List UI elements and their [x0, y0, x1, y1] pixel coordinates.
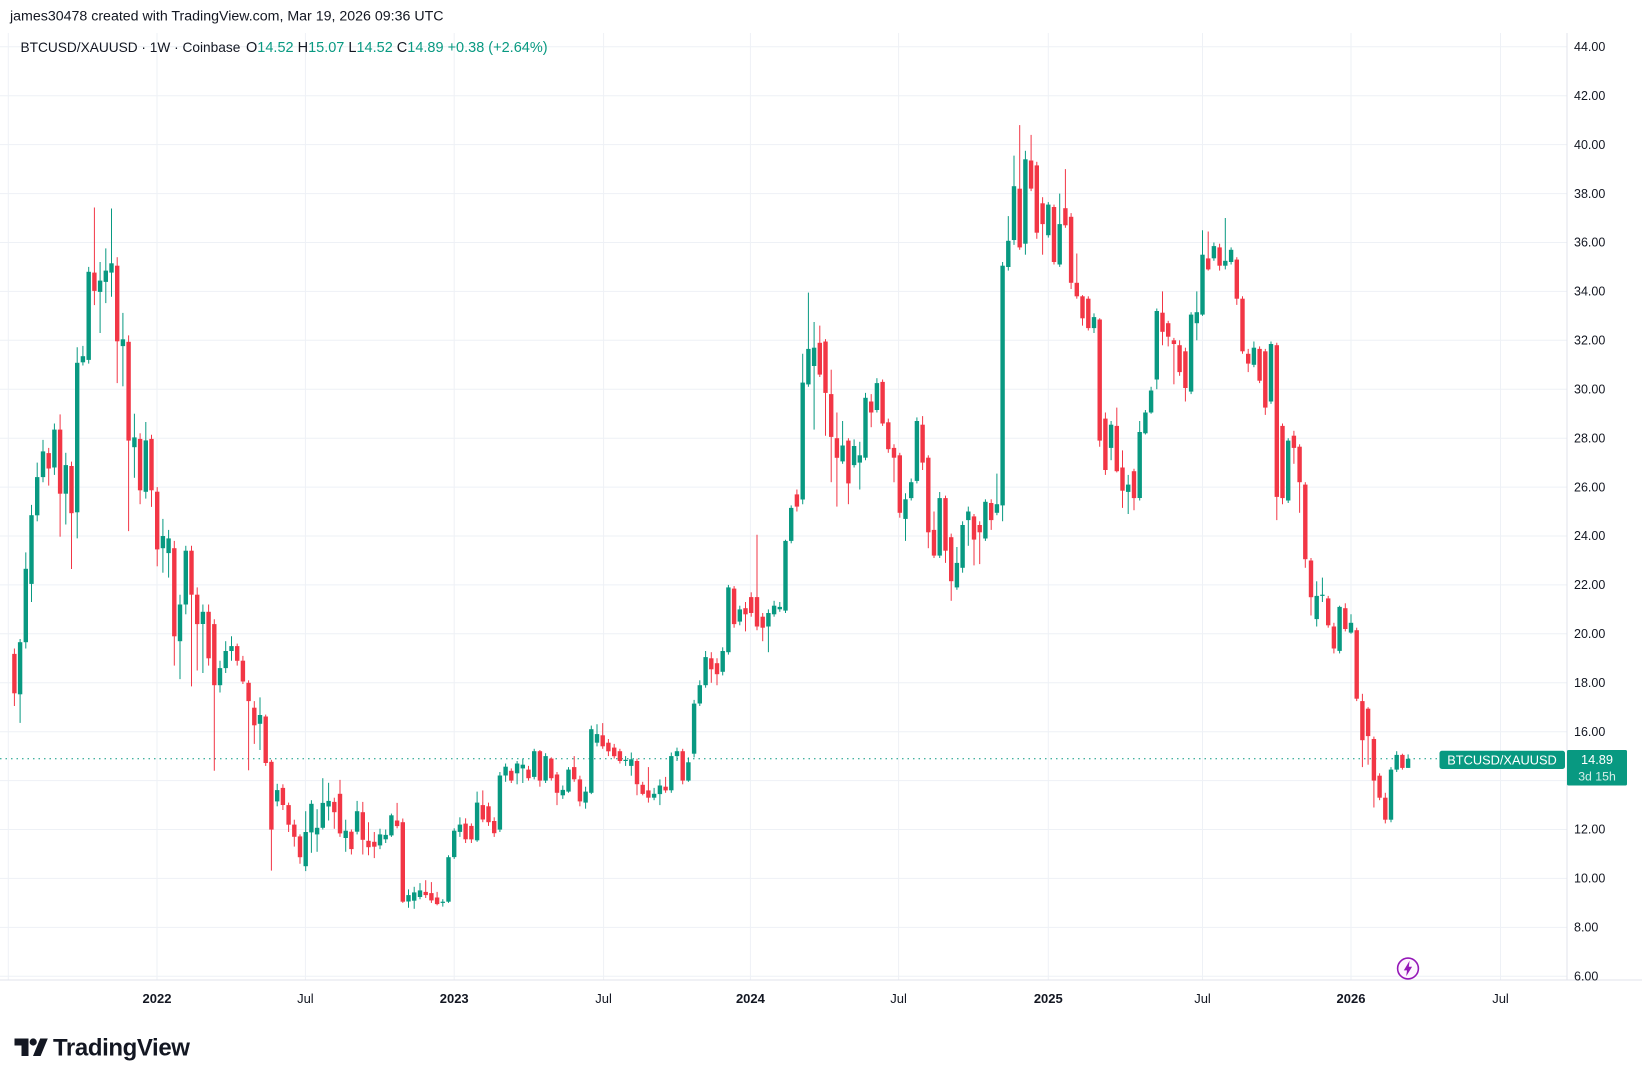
- svg-text:O14.52 H15.07 L14.52 C14.89 +0: O14.52 H15.07 L14.52 C14.89 +0.38 (+2.64…: [246, 40, 548, 56]
- svg-text:16.00: 16.00: [1574, 725, 1605, 739]
- svg-text:24.00: 24.00: [1574, 529, 1605, 543]
- svg-text:Jul: Jul: [1492, 991, 1509, 1006]
- svg-text:6.00: 6.00: [1574, 970, 1598, 984]
- svg-text:20.00: 20.00: [1574, 627, 1605, 641]
- svg-text:2023: 2023: [440, 991, 469, 1006]
- svg-text:TradingView: TradingView: [53, 1035, 190, 1062]
- svg-text:34.00: 34.00: [1574, 285, 1605, 299]
- svg-text:10.00: 10.00: [1574, 872, 1605, 886]
- svg-text:32.00: 32.00: [1574, 334, 1605, 348]
- svg-text:14.89: 14.89: [1581, 752, 1613, 767]
- svg-text:12.00: 12.00: [1574, 823, 1605, 837]
- svg-text:18.00: 18.00: [1574, 676, 1605, 690]
- svg-text:40.00: 40.00: [1574, 138, 1605, 152]
- svg-text:Jul: Jul: [595, 991, 612, 1006]
- svg-text:8.00: 8.00: [1574, 921, 1598, 935]
- svg-text:2025: 2025: [1034, 991, 1063, 1006]
- svg-text:Jul: Jul: [297, 991, 314, 1006]
- svg-text:42.00: 42.00: [1574, 89, 1605, 103]
- svg-text:26.00: 26.00: [1574, 480, 1605, 494]
- svg-text:2026: 2026: [1337, 991, 1366, 1006]
- svg-text:BTCUSD/XAUUSD · 1W · Coinbase: BTCUSD/XAUUSD · 1W · Coinbase: [21, 40, 241, 55]
- svg-text:2022: 2022: [143, 991, 172, 1006]
- svg-text:BTCUSD/XAUUSD: BTCUSD/XAUUSD: [1447, 752, 1557, 767]
- svg-text:30.00: 30.00: [1574, 382, 1605, 396]
- svg-text:22.00: 22.00: [1574, 578, 1605, 592]
- svg-text:Jul: Jul: [890, 991, 907, 1006]
- svg-text:james30478 created with Tradin: james30478 created with TradingView.com,…: [9, 9, 443, 25]
- svg-text:2024: 2024: [736, 991, 766, 1006]
- svg-text:36.00: 36.00: [1574, 236, 1605, 250]
- svg-text:44.00: 44.00: [1574, 40, 1605, 54]
- svg-text:28.00: 28.00: [1574, 431, 1605, 445]
- svg-text:Jul: Jul: [1194, 991, 1211, 1006]
- svg-text:3d 15h: 3d 15h: [1578, 770, 1616, 784]
- svg-text:38.00: 38.00: [1574, 187, 1605, 201]
